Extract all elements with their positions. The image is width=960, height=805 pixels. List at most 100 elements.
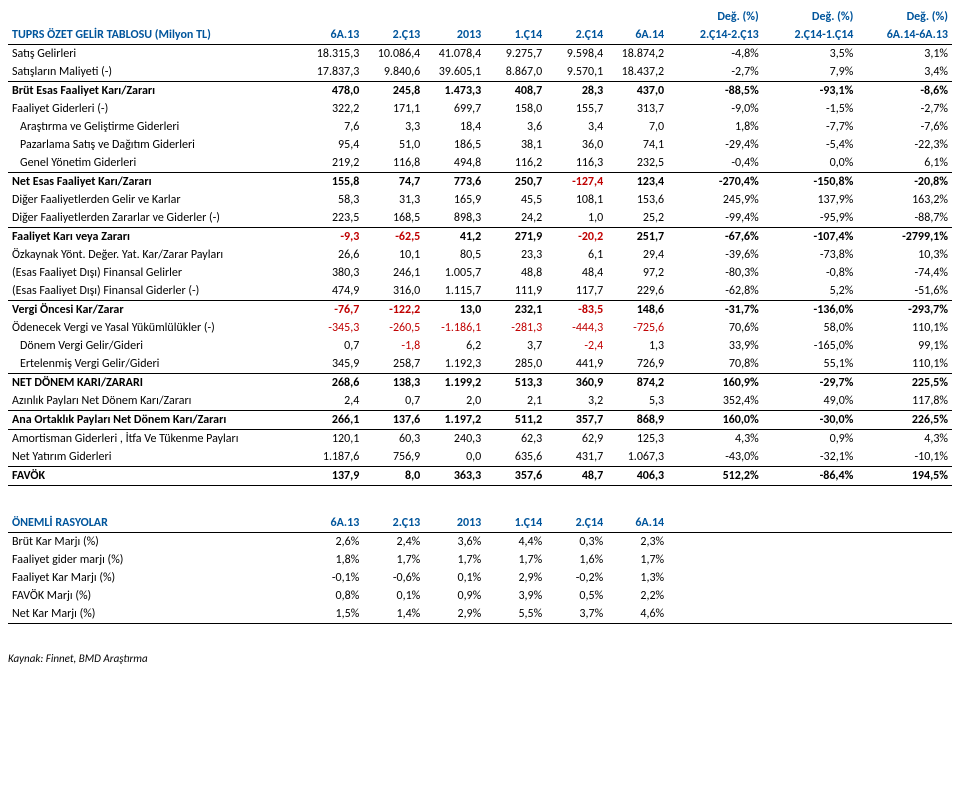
cell: 1,3% (607, 569, 668, 587)
cell: -20,2 (546, 228, 607, 247)
cell: -39,6% (668, 246, 763, 264)
cell: 10.086,4 (363, 45, 424, 64)
cell: 232,1 (485, 301, 546, 320)
cell: -0,8% (763, 264, 858, 282)
cell: 1.197,2 (424, 411, 485, 430)
cell: 38,1 (485, 136, 546, 154)
cell: 2,4% (363, 533, 424, 552)
cell: -2799,1% (857, 228, 952, 247)
cell: 116,8 (363, 154, 424, 173)
cell: 0,1% (424, 569, 485, 587)
cell: 13,0 (424, 301, 485, 320)
cell: 186,5 (424, 136, 485, 154)
cell: 874,2 (607, 374, 668, 393)
cell: -281,3 (485, 319, 546, 337)
cell: 699,7 (424, 100, 485, 118)
cell: 0,0 (424, 448, 485, 467)
cell: 62,9 (546, 430, 607, 449)
cell: 232,5 (607, 154, 668, 173)
cell: -22,3% (857, 136, 952, 154)
row-label: FAVÖK (8, 467, 302, 486)
cell: 17.837,3 (302, 63, 363, 82)
cell: 1.199,2 (424, 374, 485, 393)
cell: 110,1% (857, 355, 952, 374)
cell: 4,6% (607, 605, 668, 624)
cell: 160,0% (668, 411, 763, 430)
cell: 58,0% (763, 319, 858, 337)
cell: 70,6% (668, 319, 763, 337)
cell: -9,3 (302, 228, 363, 247)
cell: -0,2% (546, 569, 607, 587)
cell: 251,7 (607, 228, 668, 247)
cell: -293,7% (857, 301, 952, 320)
cell: 226,5% (857, 411, 952, 430)
cell: -2,7% (857, 100, 952, 118)
cell: 0,9% (424, 587, 485, 605)
cell: 111,9 (485, 282, 546, 301)
cell: 125,3 (607, 430, 668, 449)
cell: -29,7% (763, 374, 858, 393)
cell: 635,6 (485, 448, 546, 467)
row-label: FAVÖK Marjı (%) (8, 587, 302, 605)
row-label: NET DÖNEM KARI/ZARARI (8, 374, 302, 393)
row-label: (Esas Faaliyet Dışı) Finansal Giderler (… (8, 282, 302, 301)
cell: 2,0 (424, 392, 485, 411)
cell: 18.437,2 (607, 63, 668, 82)
row-label: Özkaynak Yönt. Değer. Yat. Kar/Zarar Pay… (8, 246, 302, 264)
cell: -7,7% (763, 118, 858, 136)
cell: 58,3 (302, 191, 363, 209)
cell: 380,3 (302, 264, 363, 282)
cell: -0,4% (668, 154, 763, 173)
cell: -73,8% (763, 246, 858, 264)
cell: 148,6 (607, 301, 668, 320)
cell: 48,4 (546, 264, 607, 282)
cell: 250,7 (485, 173, 546, 192)
cell: 4,3% (857, 430, 952, 449)
cell: 512,2% (668, 467, 763, 486)
cell: 7,9% (763, 63, 858, 82)
cell: -107,4% (763, 228, 858, 247)
cell: 153,6 (607, 191, 668, 209)
cell: -0,6% (363, 569, 424, 587)
cell: 726,9 (607, 355, 668, 374)
cell: 4,3% (668, 430, 763, 449)
row-label: Vergi Öncesi Kar/Zarar (8, 301, 302, 320)
cell: 168,5 (363, 209, 424, 228)
cell: 1,7% (485, 551, 546, 569)
cell: 9.275,7 (485, 45, 546, 64)
cell: 223,5 (302, 209, 363, 228)
cell: -62,8% (668, 282, 763, 301)
cell: 10,1 (363, 246, 424, 264)
cell: -30,0% (763, 411, 858, 430)
cell: 258,7 (363, 355, 424, 374)
cell: -9,0% (668, 100, 763, 118)
cell: 0,5% (546, 587, 607, 605)
cell: 225,5% (857, 374, 952, 393)
cell: -136,0% (763, 301, 858, 320)
cell: 155,8 (302, 173, 363, 192)
cell: 29,4 (607, 246, 668, 264)
cell: 0,7 (302, 337, 363, 355)
cell: -29,4% (668, 136, 763, 154)
cell: -0,1% (302, 569, 363, 587)
cell: 268,6 (302, 374, 363, 393)
cell: 123,4 (607, 173, 668, 192)
row-label: Satış Gelirleri (8, 45, 302, 64)
cell: 74,7 (363, 173, 424, 192)
cell: 3,4% (857, 63, 952, 82)
cell: 49,0% (763, 392, 858, 411)
cell: -76,7 (302, 301, 363, 320)
row-label: Ana Ortaklık Payları Net Dönem Karı/Zara… (8, 411, 302, 430)
cell: 108,1 (546, 191, 607, 209)
cell: 6,1% (857, 154, 952, 173)
cell: -122,2 (363, 301, 424, 320)
cell: -86,4% (763, 467, 858, 486)
row-label: Dönem Vergi Gelir/Gideri (8, 337, 302, 355)
cell: 18,4 (424, 118, 485, 136)
cell: 229,6 (607, 282, 668, 301)
cell: 0,3% (546, 533, 607, 552)
cell: 7,6 (302, 118, 363, 136)
cell: 1,5% (302, 605, 363, 624)
cell: 1.187,6 (302, 448, 363, 467)
cell: 8.867,0 (485, 63, 546, 82)
